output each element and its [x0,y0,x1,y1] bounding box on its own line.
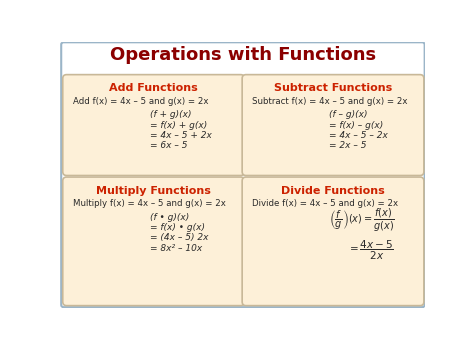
FancyBboxPatch shape [242,177,424,306]
Text: Add f(x) = 4x – 5 and g(x) = 2x: Add f(x) = 4x – 5 and g(x) = 2x [73,97,208,106]
Text: Subtract f(x) = 4x – 5 and g(x) = 2x: Subtract f(x) = 4x – 5 and g(x) = 2x [252,97,408,106]
Text: = 6x – 5: = 6x – 5 [150,142,187,151]
FancyBboxPatch shape [63,177,245,306]
FancyBboxPatch shape [242,75,424,175]
Text: = f(x) • g(x): = f(x) • g(x) [150,223,205,232]
Text: = 4x – 5 – 2x: = 4x – 5 – 2x [329,131,388,140]
Text: Operations with Functions: Operations with Functions [110,46,376,64]
Text: = f(x) – g(x): = f(x) – g(x) [329,120,383,129]
Text: $\left(\dfrac{f}{g}\right)(x) = \dfrac{f(x)}{g(x)}$: $\left(\dfrac{f}{g}\right)(x) = \dfrac{f… [329,207,395,235]
Text: Multiply Functions: Multiply Functions [96,186,211,196]
FancyBboxPatch shape [61,42,425,307]
Text: Divide Functions: Divide Functions [281,186,385,196]
FancyBboxPatch shape [63,75,245,175]
Text: Add Functions: Add Functions [109,83,198,93]
Text: = 2x – 5: = 2x – 5 [329,142,367,151]
Text: = f(x) + g(x): = f(x) + g(x) [150,120,207,129]
Text: Divide f(x) = 4x – 5 and g(x) = 2x: Divide f(x) = 4x – 5 and g(x) = 2x [252,200,398,209]
Text: = 8x² – 10x: = 8x² – 10x [150,244,202,253]
Text: (f – g)(x): (f – g)(x) [329,110,368,119]
Text: (f • g)(x): (f • g)(x) [150,212,189,221]
Text: = 4x – 5 + 2x: = 4x – 5 + 2x [150,131,211,140]
Text: = (4x – 5) 2x: = (4x – 5) 2x [150,233,208,242]
Text: (f + g)(x): (f + g)(x) [150,110,191,119]
Text: Multiply f(x) = 4x – 5 and g(x) = 2x: Multiply f(x) = 4x – 5 and g(x) = 2x [73,200,226,209]
Text: $= \dfrac{4x-5}{2x}$: $= \dfrac{4x-5}{2x}$ [347,238,394,262]
Text: Subtract Functions: Subtract Functions [274,83,392,93]
